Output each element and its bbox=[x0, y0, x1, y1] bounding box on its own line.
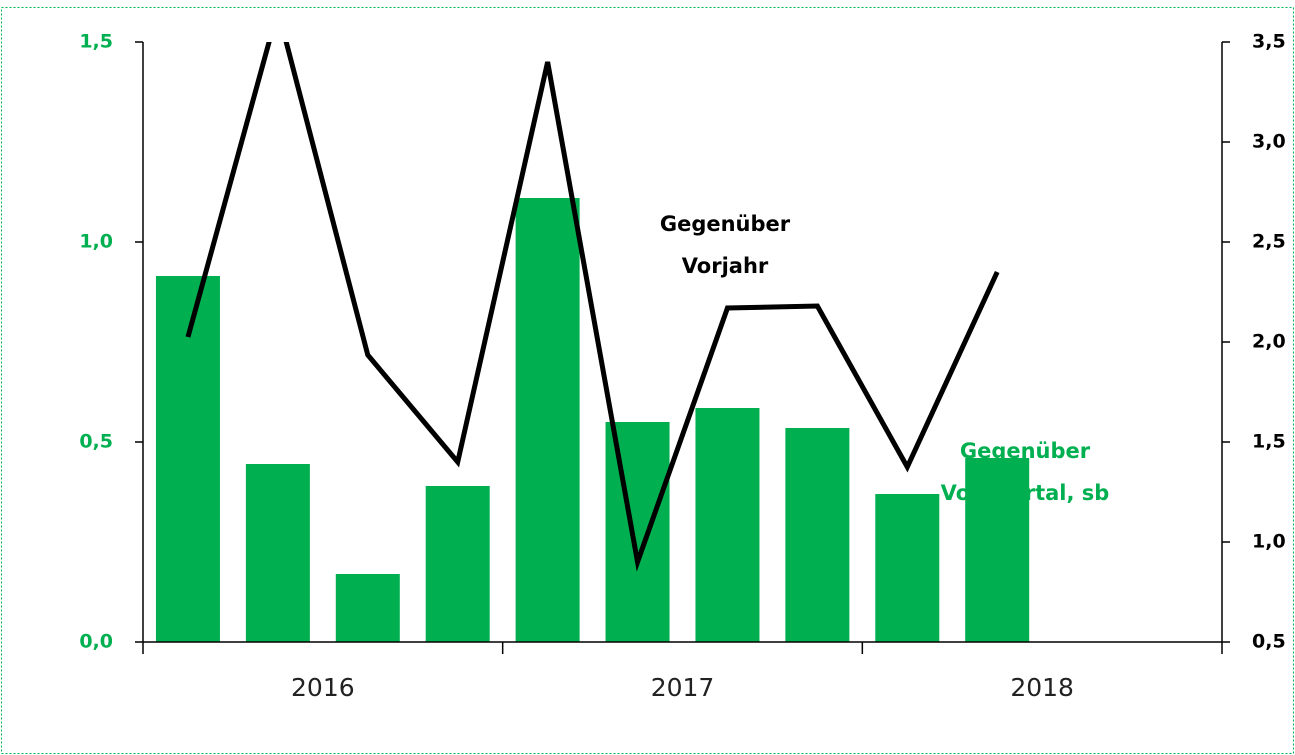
y2-tick-label: 1,0 bbox=[1252, 531, 1286, 553]
bar bbox=[515, 198, 580, 642]
y2-tick-label: 0,5 bbox=[1252, 631, 1286, 653]
bar bbox=[425, 486, 490, 642]
y2-tick-label: 2,0 bbox=[1252, 331, 1286, 353]
annotation: Vorjahr bbox=[682, 254, 769, 278]
bar bbox=[335, 574, 400, 642]
y2-tick-label: 2,5 bbox=[1252, 231, 1286, 253]
frame bbox=[1, 7, 1294, 754]
bar bbox=[245, 464, 310, 642]
bar bbox=[695, 408, 760, 642]
y2-tick-label: 1,5 bbox=[1252, 431, 1286, 453]
x-group-label: 2018 bbox=[1010, 673, 1074, 702]
annotation: Vorquartal, sb bbox=[941, 481, 1110, 505]
line bbox=[185, 42, 1000, 572]
y-tick-label: 0,0 bbox=[79, 631, 113, 653]
y-tick-label: 1,0 bbox=[79, 231, 113, 253]
y-tick-label: 1,5 bbox=[79, 31, 113, 53]
bar bbox=[875, 494, 940, 642]
bar bbox=[965, 458, 1030, 642]
bar bbox=[605, 422, 670, 642]
x-group-label: 2017 bbox=[651, 673, 715, 702]
y-tick-label: 0,5 bbox=[79, 431, 113, 453]
annotation: Gegenüber bbox=[660, 212, 791, 236]
x-group-label: 2016 bbox=[291, 673, 355, 702]
annotation: Gegenüber bbox=[960, 439, 1091, 463]
y2-tick-label: 3,0 bbox=[1252, 131, 1286, 153]
bar bbox=[785, 428, 850, 642]
y2-tick-label: 3,5 bbox=[1252, 31, 1286, 53]
